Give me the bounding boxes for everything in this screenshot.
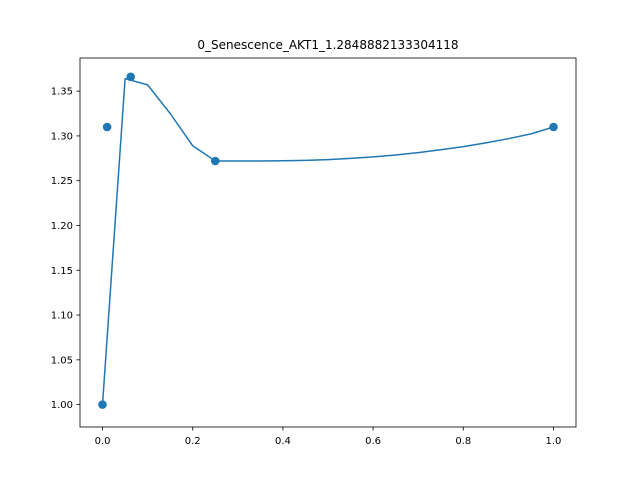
- x-tick-label: 0.4: [275, 436, 291, 447]
- plot-area: 0.0 0.2 0.4 0.6 0.8 1.0 1.00 1.05 1.10 1.15 1.20 1.…: [51, 57, 577, 447]
- y-tick-label: 1.20: [51, 221, 73, 232]
- x-tick-label: 0.0: [95, 436, 111, 447]
- series-line-0: [101, 77, 554, 405]
- data-point: [126, 72, 135, 82]
- chart-title: 0_Senescence_AKT1_1.2848882133304118: [197, 38, 458, 52]
- y-tick-label: 1.10: [51, 311, 73, 322]
- data-point: [549, 122, 558, 132]
- y-tick-label: 1.35: [51, 87, 73, 98]
- y-tick-label: 1.30: [51, 131, 73, 142]
- data-point: [211, 156, 220, 166]
- data-point: [98, 400, 107, 409]
- y-tick-label: 1.25: [51, 176, 73, 187]
- y-tick-label: 1.15: [51, 266, 73, 277]
- x-tick-label: 0.2: [185, 436, 201, 447]
- x-tick-label: 0.6: [365, 436, 381, 447]
- plot-frame: [79, 57, 577, 428]
- data-point: [102, 122, 112, 132]
- y-tick-label: 1.05: [51, 355, 73, 366]
- x-tick-label: 0.8: [455, 436, 471, 447]
- x-tick-label: 1.0: [546, 436, 562, 447]
- y-tick-label: 1.00: [51, 400, 73, 411]
